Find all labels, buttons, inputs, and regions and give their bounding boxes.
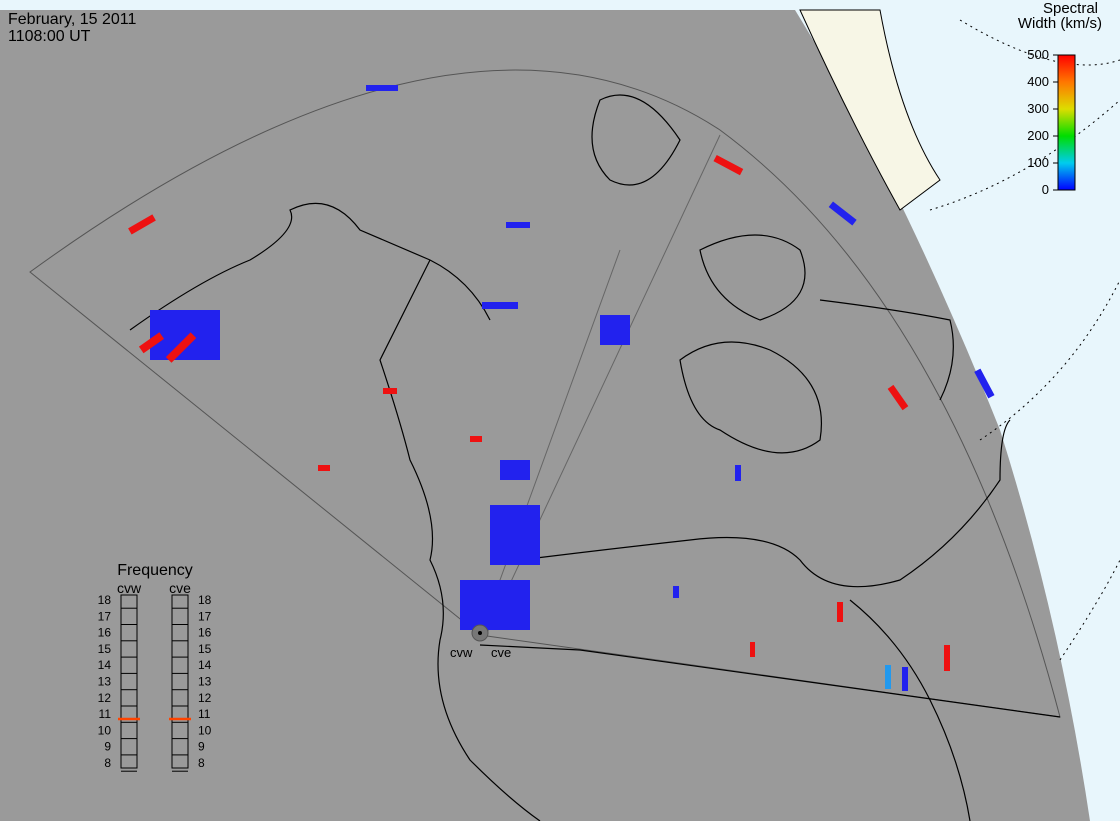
frequency-tick-label: 12	[198, 691, 212, 705]
frequency-box	[171, 594, 189, 769]
date-label: February, 15 2011	[8, 11, 136, 28]
colorbar-tick-label: 500	[1027, 47, 1049, 62]
frequency-tick-label: 11	[198, 707, 211, 721]
site-label: cve	[491, 645, 511, 660]
frequency-tick-label: 14	[98, 658, 112, 672]
greenland-coast	[799, 9, 941, 211]
colorbar	[1057, 54, 1076, 191]
frequency-tick-label: 10	[198, 723, 212, 737]
frequency-tick-label: 16	[198, 626, 212, 640]
frequency-tick-label: 15	[198, 642, 212, 656]
frequency-tick-label: 18	[98, 593, 112, 607]
time-label: 1108:00 UT	[8, 28, 91, 45]
frequency-tick-label: 17	[198, 609, 212, 623]
radar-name: cve	[169, 580, 191, 596]
frequency-tick-label: 14	[198, 658, 212, 672]
latitude-circles	[929, 19, 1120, 661]
night-region	[0, 10, 1090, 821]
frequency-tick-label: 18	[198, 593, 212, 607]
colorbar-tick-label: 400	[1027, 74, 1049, 89]
radar-site-dot	[478, 631, 482, 635]
frequency-tick-label: 15	[98, 642, 112, 656]
frequency-tick-label: 8	[104, 756, 111, 770]
colorbar-title: Width (km/s)	[1018, 15, 1102, 32]
colorbar-tick-label: 0	[1042, 182, 1049, 197]
frequency-box	[120, 594, 138, 769]
frequency-tick-label: 13	[98, 675, 112, 689]
colorbar-tick-label: 300	[1027, 101, 1049, 116]
coastlines	[129, 94, 1061, 821]
frequency-tick-label: 9	[104, 740, 111, 754]
colorbar-tick-label: 200	[1027, 128, 1049, 143]
frequency-tick-label: 10	[98, 723, 112, 737]
site-label: cvw	[450, 645, 473, 660]
frequency-tick-label: 12	[98, 691, 112, 705]
radar-echoes	[128, 85, 995, 691]
radar-fan	[29, 69, 1061, 718]
radar-name: cvw	[117, 580, 142, 596]
frequency-tick-label: 8	[198, 756, 205, 770]
frequency-title: Frequency	[117, 562, 193, 579]
frequency-tick-label: 9	[198, 740, 205, 754]
colorbar-tick-label: 100	[1027, 155, 1049, 170]
frequency-tick-label: 11	[99, 707, 112, 721]
frequency-tick-label: 17	[98, 609, 112, 623]
colorbar-title: Spectral	[1043, 0, 1098, 17]
frequency-tick-label: 16	[98, 626, 112, 640]
frequency-tick-label: 13	[198, 675, 212, 689]
